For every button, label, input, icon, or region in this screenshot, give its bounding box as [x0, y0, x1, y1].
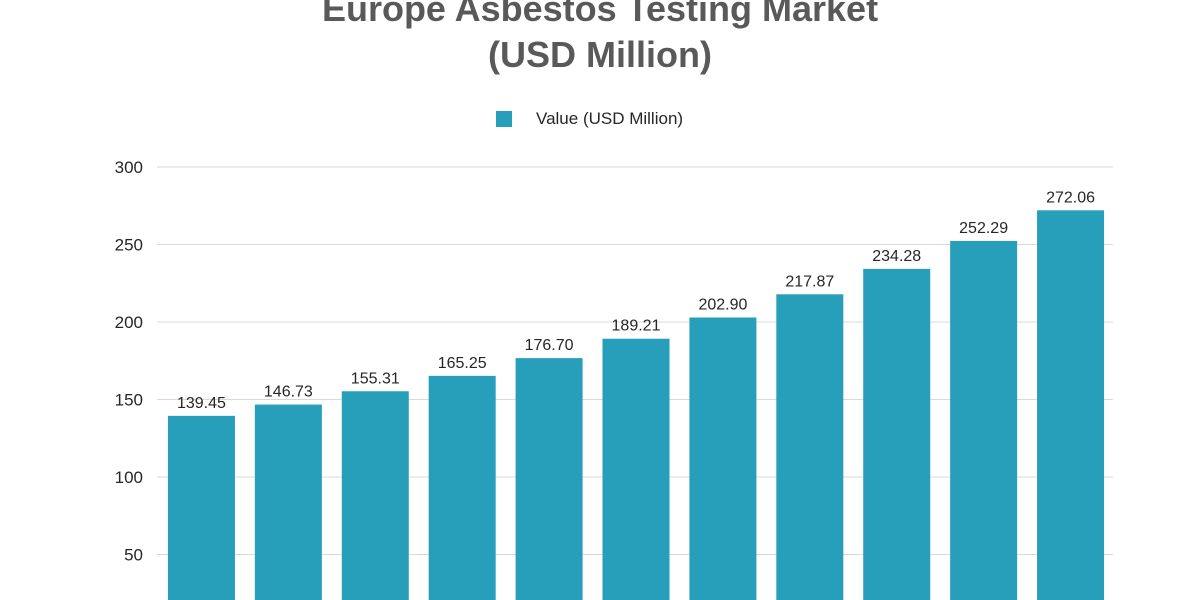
- bar: [254, 404, 322, 600]
- chart-title: Europe Asbestos Testing Market (USD Mill…: [0, 0, 1200, 78]
- legend-swatch: [496, 111, 512, 127]
- bar: [776, 294, 844, 600]
- bar: [689, 317, 757, 600]
- data-label: 189.21: [612, 318, 661, 335]
- data-label: 155.31: [351, 370, 400, 387]
- bar: [950, 240, 1018, 600]
- y-tick-label: 100: [115, 468, 143, 487]
- bar: [341, 391, 409, 600]
- y-tick-label: 250: [115, 236, 143, 255]
- y-tick-label: 150: [115, 391, 143, 410]
- data-label: 165.25: [438, 355, 487, 372]
- bar: [602, 338, 670, 600]
- bar: [515, 358, 583, 600]
- bar: [428, 375, 496, 600]
- data-label: 176.70: [525, 337, 574, 354]
- data-label: 139.45: [177, 395, 226, 412]
- chart-title-line: Europe Asbestos Testing Market: [321, 0, 879, 29]
- legend: Value (USD Million): [496, 108, 683, 130]
- legend-label: Value (USD Million): [536, 109, 684, 128]
- data-label: 146.73: [264, 384, 313, 401]
- data-label: 272.06: [1046, 189, 1095, 206]
- y-tick-label: 50: [124, 546, 143, 565]
- y-tick-label: 300: [115, 158, 143, 177]
- data-label: 234.28: [872, 248, 921, 265]
- y-tick-label: 200: [115, 313, 143, 332]
- data-label: 217.87: [785, 273, 834, 290]
- bar: [863, 268, 931, 600]
- bar: [1037, 210, 1105, 600]
- chart-subtitle: (USD Million): [488, 34, 712, 75]
- data-label: 252.29: [959, 220, 1008, 237]
- bar: [167, 415, 235, 600]
- data-label: 202.90: [698, 297, 747, 314]
